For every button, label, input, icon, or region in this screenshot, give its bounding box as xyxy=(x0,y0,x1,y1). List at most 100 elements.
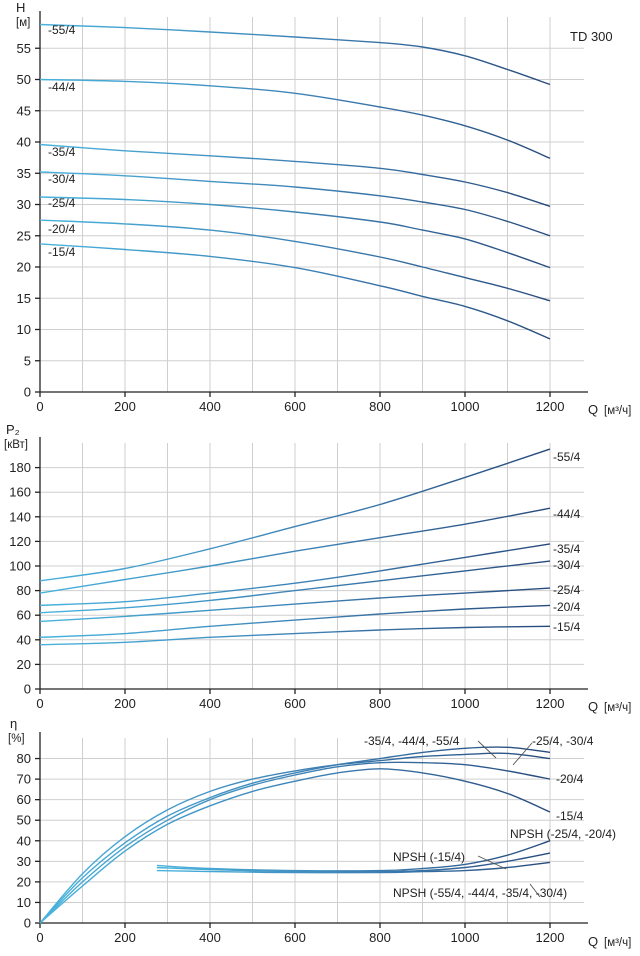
series-line-3-7 xyxy=(156,861,551,874)
series-line-2-5 xyxy=(39,587,551,623)
series-label: -35/4 xyxy=(48,145,76,159)
series-label: NPSH (-55/4, -44/4, -35/4, -30/4) xyxy=(393,886,567,900)
x-axis-label: Q xyxy=(588,402,598,417)
series-line-2-4 xyxy=(39,560,551,614)
series-line-2-3 xyxy=(39,543,551,607)
y-tick-label: 70 xyxy=(17,772,31,787)
y-tick-label: 5 xyxy=(24,353,31,368)
y-tick-label: 25 xyxy=(17,228,31,243)
x-tick-label: 800 xyxy=(369,399,391,414)
x-tick-label: 0 xyxy=(36,930,43,945)
series-line-2-2 xyxy=(39,507,551,594)
y-tick-label: 120 xyxy=(9,534,31,549)
series-line-1-1 xyxy=(39,23,551,86)
series-label: -30/4 xyxy=(48,172,76,186)
series-label: -20/4 xyxy=(48,222,76,236)
leader-line xyxy=(512,742,533,766)
x-tick-label: 800 xyxy=(369,930,391,945)
y-axis-label: P₂ xyxy=(6,422,20,437)
leader-line xyxy=(477,855,507,870)
y-tick-label: 30 xyxy=(17,854,31,869)
y-tick-label: 40 xyxy=(17,135,31,150)
x-tick-label: 1000 xyxy=(451,696,480,711)
x-tick-label: 400 xyxy=(199,399,221,414)
series-line-3-4 xyxy=(39,768,551,924)
series-label: -44/4 xyxy=(553,507,581,521)
x-axis-label: Q xyxy=(588,699,598,714)
series-label: -44/4 xyxy=(48,80,76,94)
x-tick-label: 1000 xyxy=(451,930,480,945)
y-axis-unit: [кВт] xyxy=(4,439,28,451)
series-label: NPSH (-15/4) xyxy=(393,850,465,864)
x-tick-label: 400 xyxy=(199,696,221,711)
leader-line xyxy=(477,740,497,759)
x-tick-label: 600 xyxy=(284,696,306,711)
series-label: -55/4 xyxy=(48,23,76,37)
y-tick-label: 80 xyxy=(17,751,31,766)
series-line-3-1 xyxy=(39,752,551,924)
series-line-3-2 xyxy=(39,746,551,924)
series-line-1-6 xyxy=(39,219,551,302)
x-tick-label: 600 xyxy=(284,930,306,945)
y-tick-label: 0 xyxy=(24,385,31,400)
y-tick-label: 60 xyxy=(17,792,31,807)
series-line-1-2 xyxy=(39,78,551,159)
y-axis-unit: [%] xyxy=(8,733,25,745)
y-tick-label: 0 xyxy=(24,916,31,931)
series-line-2-7 xyxy=(39,625,551,646)
series-line-1-4 xyxy=(39,171,551,237)
y-tick-label: 15 xyxy=(17,291,31,306)
series-label: -15/4 xyxy=(553,620,581,634)
series-label: -55/4 xyxy=(553,450,581,464)
x-axis-unit: [м³/ч] xyxy=(604,405,631,417)
y-tick-label: 55 xyxy=(17,41,31,56)
series-label: -20/4 xyxy=(556,772,584,786)
y-tick-label: 60 xyxy=(17,608,31,623)
series-line-1-3 xyxy=(39,143,551,208)
series-line-3-5 xyxy=(156,840,551,872)
series-label: -35/4, -44/4, -55/4 xyxy=(364,734,460,748)
y-tick-label: 20 xyxy=(17,260,31,275)
y-tick-label: 140 xyxy=(9,509,31,524)
x-tick-label: 200 xyxy=(114,696,136,711)
x-tick-label: 800 xyxy=(369,696,391,711)
panel-3: 0 200 400 600 800 1000 1200 0 10 20 30 40 50 60 70 80 η [… xyxy=(8,716,631,949)
y-tick-label: 100 xyxy=(9,559,31,574)
x-tick-label: 200 xyxy=(114,399,136,414)
x-tick-label: 1200 xyxy=(536,696,565,711)
y-tick-label: 50 xyxy=(17,813,31,828)
series-label: -15/4 xyxy=(556,809,584,823)
y-tick-label: 35 xyxy=(17,166,31,181)
y-axis-label: H xyxy=(16,0,25,15)
x-tick-label: 1200 xyxy=(536,930,565,945)
y-tick-label: 10 xyxy=(17,322,31,337)
y-tick-label: 160 xyxy=(9,485,31,500)
panel-1: 0 200 400 600 800 1000 1200 0 5 10 15 20 25 30 35 40 45 5… xyxy=(16,0,631,417)
x-tick-label: 1200 xyxy=(536,399,565,414)
y-tick-label: 0 xyxy=(24,682,31,697)
x-axis-unit: [м³/ч] xyxy=(604,937,631,949)
y-tick-label: 40 xyxy=(17,833,31,848)
panel-2: 0 200 400 600 800 1000 1200 0 20 40 60 80 100 120 140 1… xyxy=(4,422,631,714)
y-tick-label: 10 xyxy=(17,895,31,910)
y-tick-label: 80 xyxy=(17,583,31,598)
y-tick-label: 50 xyxy=(17,72,31,87)
y-tick-label: 180 xyxy=(9,460,31,475)
series-line-1-7 xyxy=(39,243,551,340)
x-tick-label: 0 xyxy=(36,696,43,711)
x-tick-label: 200 xyxy=(114,930,136,945)
series-line-1-5 xyxy=(39,196,551,269)
x-axis-label: Q xyxy=(588,934,598,949)
series-line-2-6 xyxy=(39,604,551,638)
x-tick-label: 400 xyxy=(199,930,221,945)
y-axis-label: η xyxy=(10,716,17,731)
series-label: -30/4 xyxy=(553,558,581,572)
y-tick-label: 40 xyxy=(17,632,31,647)
series-line-3-3 xyxy=(39,761,551,924)
series-label: -20/4 xyxy=(553,600,581,614)
y-tick-label: 20 xyxy=(17,874,31,889)
y-tick-label: 45 xyxy=(17,103,31,118)
series-line-2-1 xyxy=(39,448,551,582)
